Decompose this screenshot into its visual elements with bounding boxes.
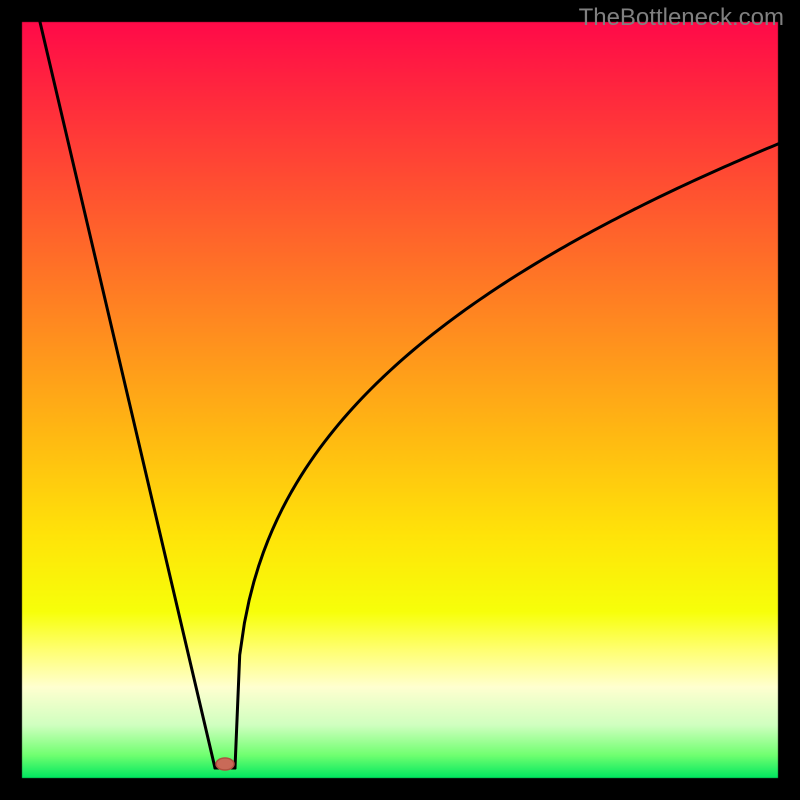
watermark-label: TheBottleneck.com <box>579 4 784 32</box>
gradient-canvas <box>0 0 800 800</box>
chart-frame: TheBottleneck.com <box>0 0 800 800</box>
